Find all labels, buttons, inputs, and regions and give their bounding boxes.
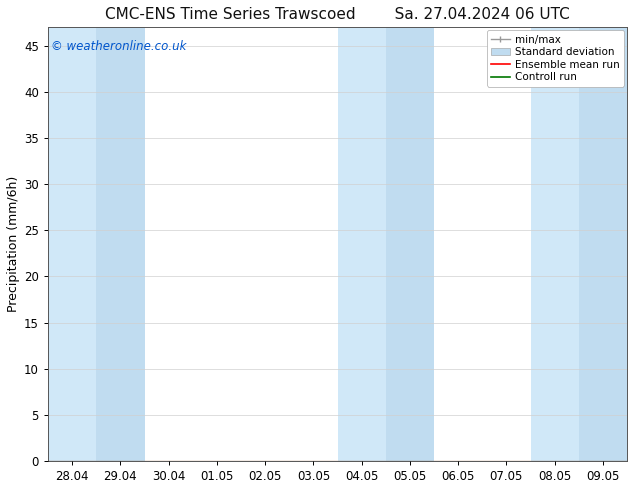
Bar [531, 27, 579, 461]
Bar [48, 27, 96, 461]
Bar [579, 27, 627, 461]
Bar [385, 27, 434, 461]
Y-axis label: Precipitation (mm/6h): Precipitation (mm/6h) [7, 176, 20, 312]
Bar [96, 27, 145, 461]
Title: CMC-ENS Time Series Trawscoed        Sa. 27.04.2024 06 UTC: CMC-ENS Time Series Trawscoed Sa. 27.04.… [105, 7, 570, 22]
Text: © weatheronline.co.uk: © weatheronline.co.uk [51, 40, 186, 53]
Bar [337, 27, 385, 461]
Legend: min/max, Standard deviation, Ensemble mean run, Controll run: min/max, Standard deviation, Ensemble me… [487, 30, 624, 87]
